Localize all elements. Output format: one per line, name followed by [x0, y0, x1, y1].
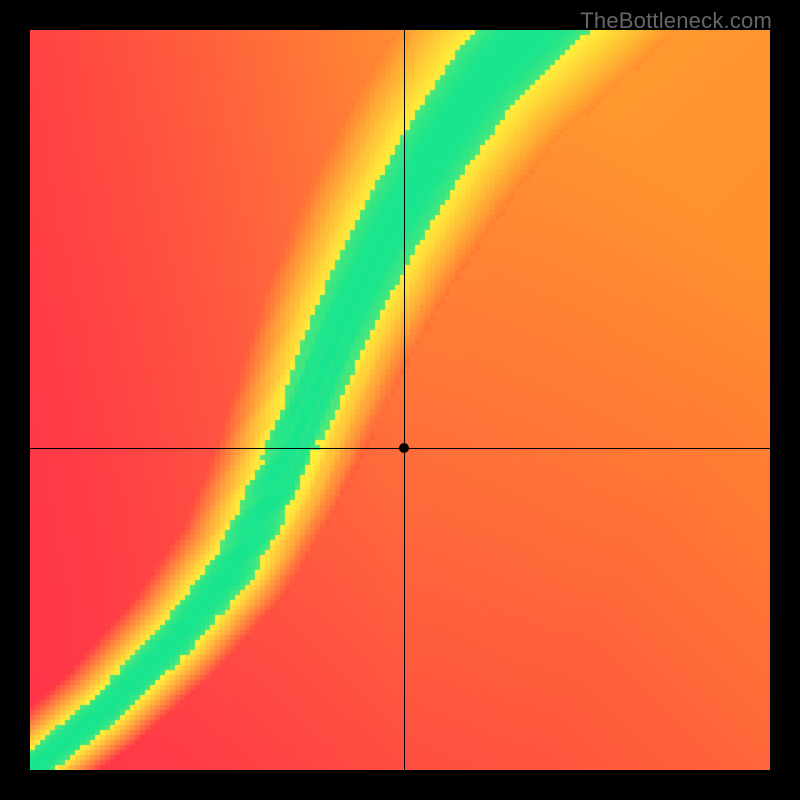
heatmap-canvas [30, 30, 770, 770]
marker-dot [399, 443, 409, 453]
crosshair-vertical [404, 30, 405, 770]
chart-container: TheBottleneck.com [0, 0, 800, 800]
plot-area [30, 30, 770, 770]
watermark-text: TheBottleneck.com [580, 8, 772, 34]
